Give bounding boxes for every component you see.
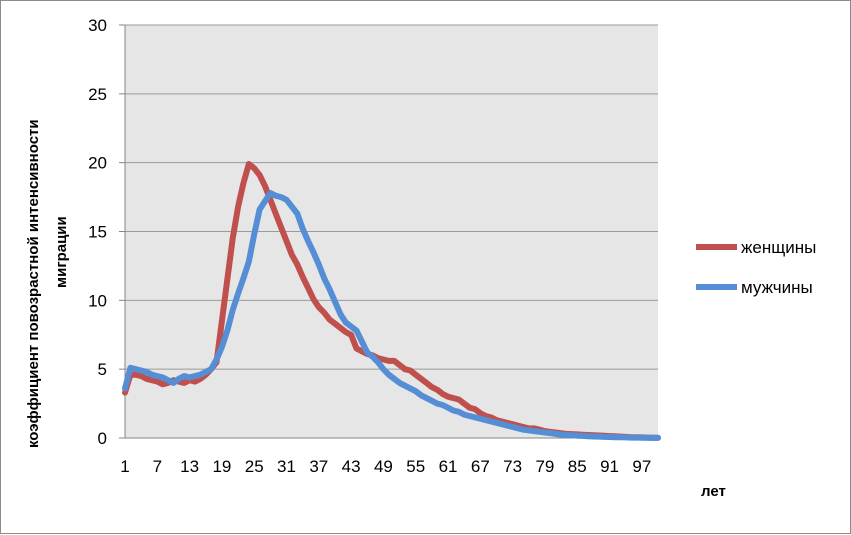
x-tick-label-13: 13 — [180, 457, 199, 476]
legend: женщины мужчины — [696, 238, 816, 297]
y-tick-label-20: 20 — [88, 154, 107, 173]
x-tick-label-49: 49 — [374, 457, 393, 476]
y-tick-label-25: 25 — [88, 85, 107, 104]
x-tick-label-19: 19 — [212, 457, 231, 476]
x-tick-label-25: 25 — [245, 457, 264, 476]
y-tick-label-5: 5 — [98, 360, 107, 379]
series-lines — [122, 161, 661, 441]
x-tick-label-97: 97 — [632, 457, 651, 476]
y-tick-label-0: 0 — [98, 429, 107, 448]
legend-label-женщины: женщины — [741, 238, 816, 257]
series-line-мужчины — [122, 190, 661, 441]
x-axis-ticks: 1 7 13 19 25 31 37 43 49 55 61 67 73 79 85 91 97 — [120, 457, 651, 476]
x-tick-label-43: 43 — [342, 457, 361, 476]
y-tick-label-10: 10 — [88, 291, 107, 310]
x-tick-label-31: 31 — [277, 457, 296, 476]
x-tick-label-91: 91 — [600, 457, 619, 476]
x-tick-label-73: 73 — [503, 457, 522, 476]
x-tick-label-37: 37 — [309, 457, 328, 476]
x-tick-label-79: 79 — [535, 457, 554, 476]
y-axis-ticks: 0 5 10 15 20 25 30 — [88, 16, 125, 448]
x-tick-label-7: 7 — [153, 457, 162, 476]
y-axis-title-line-1: коэффициент повозрастной интенсивности — [25, 119, 42, 448]
y-tick-label-30: 30 — [88, 16, 107, 35]
y-axis-title-line-2: миграции — [53, 216, 70, 288]
x-tick-label-85: 85 — [568, 457, 587, 476]
y-tick-label-15: 15 — [88, 223, 107, 242]
legend-label-мужчины: мужчины — [741, 278, 813, 297]
x-tick-label-67: 67 — [471, 457, 490, 476]
x-tick-label-1: 1 — [120, 457, 129, 476]
x-tick-label-55: 55 — [406, 457, 425, 476]
x-tick-label-61: 61 — [439, 457, 458, 476]
x-axis-title: лет — [701, 483, 726, 500]
y-axis-title: коэффициент повозрастной интенсивности м… — [25, 119, 70, 448]
